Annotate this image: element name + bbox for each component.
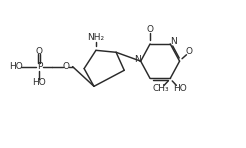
Text: CH₃: CH₃ — [153, 84, 169, 93]
Text: N: N — [170, 37, 177, 46]
Text: NH₂: NH₂ — [87, 33, 104, 42]
Text: P: P — [37, 62, 42, 71]
Text: O: O — [63, 62, 70, 71]
Text: HO: HO — [9, 62, 23, 71]
Text: HO: HO — [173, 84, 186, 93]
Text: O: O — [186, 47, 193, 56]
Text: O: O — [147, 25, 154, 34]
Text: HO: HO — [32, 78, 46, 87]
Text: O: O — [36, 47, 43, 56]
Text: N: N — [134, 55, 141, 64]
